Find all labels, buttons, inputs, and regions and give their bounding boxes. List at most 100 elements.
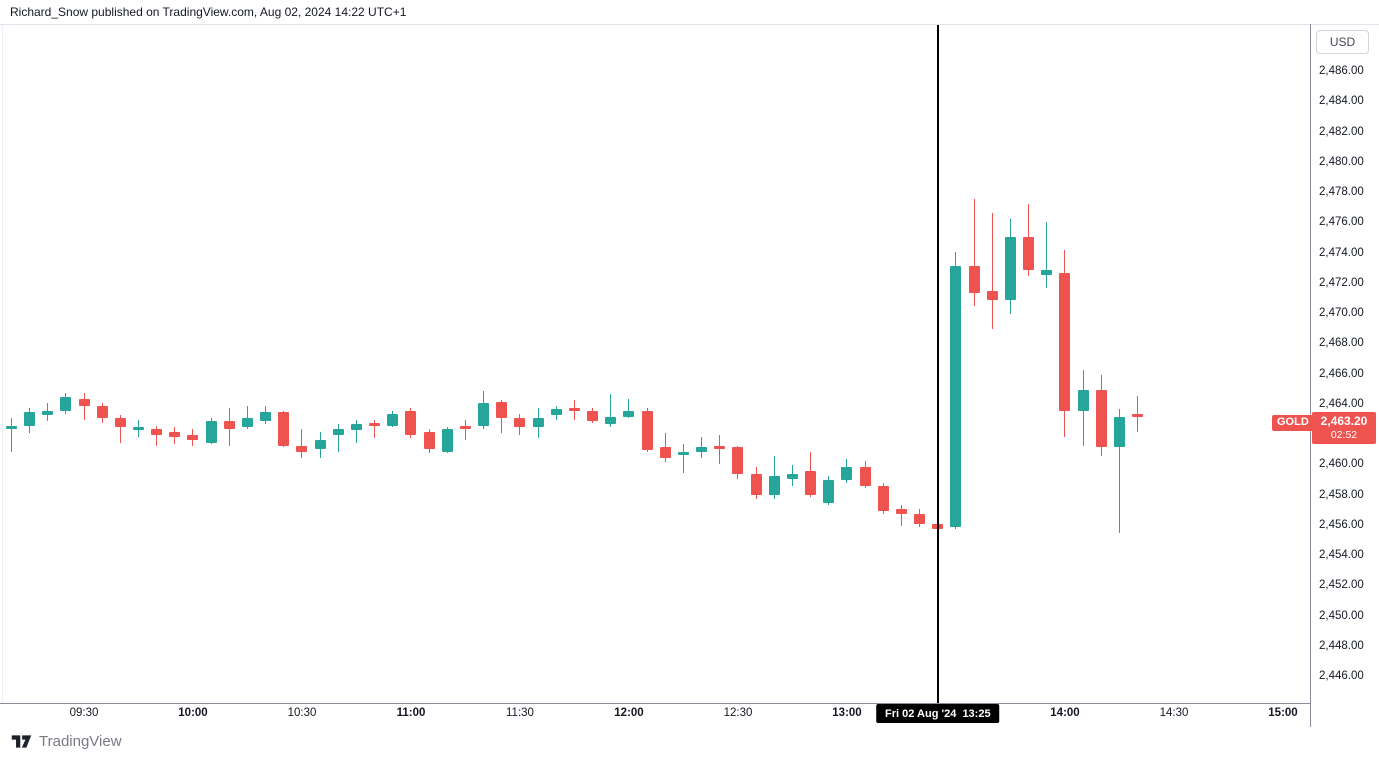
candle-body bbox=[623, 410, 635, 417]
chart-pane[interactable] bbox=[0, 25, 1310, 703]
candle-body bbox=[895, 509, 907, 514]
candle-body bbox=[296, 445, 308, 452]
last-price-value: 2,463.20 bbox=[1320, 413, 1368, 428]
time-axis-border bbox=[0, 703, 1311, 704]
candle-body bbox=[314, 439, 326, 449]
candle-body bbox=[1041, 270, 1053, 275]
candle-body bbox=[96, 406, 108, 419]
candle-wick bbox=[83, 392, 85, 420]
tradingview-logo[interactable]: TradingView bbox=[10, 733, 122, 750]
candle-wick bbox=[246, 406, 248, 429]
candle-body bbox=[714, 445, 726, 449]
price-tick-label: 2,460.00 bbox=[1319, 458, 1364, 471]
candle-body bbox=[496, 401, 508, 419]
candle-body bbox=[1132, 413, 1144, 417]
price-axis-border bbox=[1310, 24, 1311, 727]
event-marker-line bbox=[936, 25, 939, 703]
candle-body bbox=[42, 410, 54, 416]
bar-countdown: 02:52 bbox=[1330, 428, 1358, 441]
candle-body bbox=[369, 422, 381, 426]
candle-wick bbox=[682, 444, 684, 473]
price-tick-label: 2,474.00 bbox=[1319, 246, 1364, 259]
price-tick-label: 2,464.00 bbox=[1319, 397, 1364, 410]
candle-wick bbox=[973, 199, 975, 307]
candle-wick bbox=[301, 428, 303, 458]
event-time-tag: Fri 02 Aug '24 13:25 bbox=[876, 704, 1000, 723]
candle-body bbox=[478, 403, 490, 426]
time-tick-label: 10:30 bbox=[287, 707, 317, 719]
candle-body bbox=[968, 265, 980, 293]
attribution-text: Richard_Snow published on TradingView.co… bbox=[10, 5, 407, 19]
time-tick-label: 10:00 bbox=[178, 707, 208, 719]
candle-body bbox=[1095, 389, 1107, 448]
chart-top-border bbox=[0, 24, 1379, 25]
candle-body bbox=[24, 412, 35, 426]
candle-wick bbox=[1046, 221, 1048, 289]
candle-body bbox=[278, 412, 290, 446]
candle-body bbox=[223, 421, 235, 429]
candle-body bbox=[750, 474, 762, 496]
price-tick-label: 2,484.00 bbox=[1319, 95, 1364, 108]
tradingview-logo-text: TradingView bbox=[39, 733, 122, 750]
candle-body bbox=[187, 435, 199, 440]
time-tick-label: 12:30 bbox=[723, 707, 753, 719]
candle-body bbox=[1004, 236, 1016, 301]
candle-body bbox=[877, 486, 889, 511]
time-tick-label: 14:00 bbox=[1050, 707, 1080, 719]
time-tick-label: 13:00 bbox=[832, 707, 862, 719]
candle-body bbox=[132, 427, 144, 431]
time-tick-label: 11:00 bbox=[396, 707, 426, 719]
price-tick-label: 2,448.00 bbox=[1319, 639, 1364, 652]
chart-left-border bbox=[2, 25, 3, 703]
price-tick-label: 2,452.00 bbox=[1319, 579, 1364, 592]
currency-toggle-button[interactable]: USD bbox=[1316, 30, 1369, 54]
candle-wick bbox=[719, 435, 721, 464]
price-tick-label: 2,456.00 bbox=[1319, 518, 1364, 531]
price-tick-label: 2,472.00 bbox=[1319, 276, 1364, 289]
price-tick-label: 2,446.00 bbox=[1319, 670, 1364, 682]
candle-body bbox=[1077, 389, 1089, 411]
candle-body bbox=[260, 412, 272, 422]
candle-wick bbox=[628, 398, 630, 419]
candle-wick bbox=[337, 424, 339, 452]
price-tick-label: 2,476.00 bbox=[1319, 216, 1364, 229]
candle-wick bbox=[355, 419, 357, 443]
candle-body bbox=[1113, 416, 1125, 448]
candle-wick bbox=[1118, 409, 1120, 534]
candle-wick bbox=[10, 418, 12, 452]
candle-wick bbox=[991, 212, 993, 330]
candle-body bbox=[550, 409, 562, 416]
candle-body bbox=[5, 425, 17, 429]
candle-body bbox=[950, 265, 962, 528]
candle-body bbox=[641, 410, 653, 451]
last-price-label: 2,463.20 02:52 bbox=[1312, 411, 1376, 444]
candle-body bbox=[441, 428, 453, 452]
candle-body bbox=[732, 447, 744, 475]
candle-wick bbox=[610, 394, 612, 428]
candle-body bbox=[914, 513, 926, 525]
candle-body bbox=[532, 418, 544, 428]
candle-body bbox=[768, 475, 780, 496]
candle-wick bbox=[701, 436, 703, 458]
candle-wick bbox=[464, 419, 466, 440]
time-tick-label: 11:30 bbox=[506, 707, 534, 719]
price-tick-label: 2,454.00 bbox=[1319, 549, 1364, 561]
candle-body bbox=[78, 398, 90, 407]
price-tick-label: 2,458.00 bbox=[1319, 488, 1364, 501]
time-axis[interactable]: Fri 02 Aug '24 13:25 09:30 10:00 10:30 11:0… bbox=[0, 704, 1379, 726]
candle-body bbox=[823, 480, 835, 504]
time-tick-label: 15:00 bbox=[1268, 707, 1298, 719]
price-tick-label: 2,470.00 bbox=[1319, 307, 1364, 319]
candle-body bbox=[568, 407, 580, 411]
candle-body bbox=[114, 418, 126, 428]
candle-body bbox=[332, 428, 344, 435]
price-axis[interactable]: USD 2,486.00 2,484.00 2,482.00 2,480.00 2,47… bbox=[1311, 24, 1379, 727]
candle-body bbox=[1059, 273, 1071, 411]
candle-body bbox=[60, 397, 72, 411]
candle-body bbox=[514, 418, 526, 428]
candle-body bbox=[387, 413, 399, 426]
time-tick-label: 12:00 bbox=[614, 707, 644, 719]
candle-body bbox=[605, 416, 617, 425]
candle-body bbox=[677, 451, 689, 455]
price-tick-label: 2,468.00 bbox=[1319, 337, 1364, 350]
